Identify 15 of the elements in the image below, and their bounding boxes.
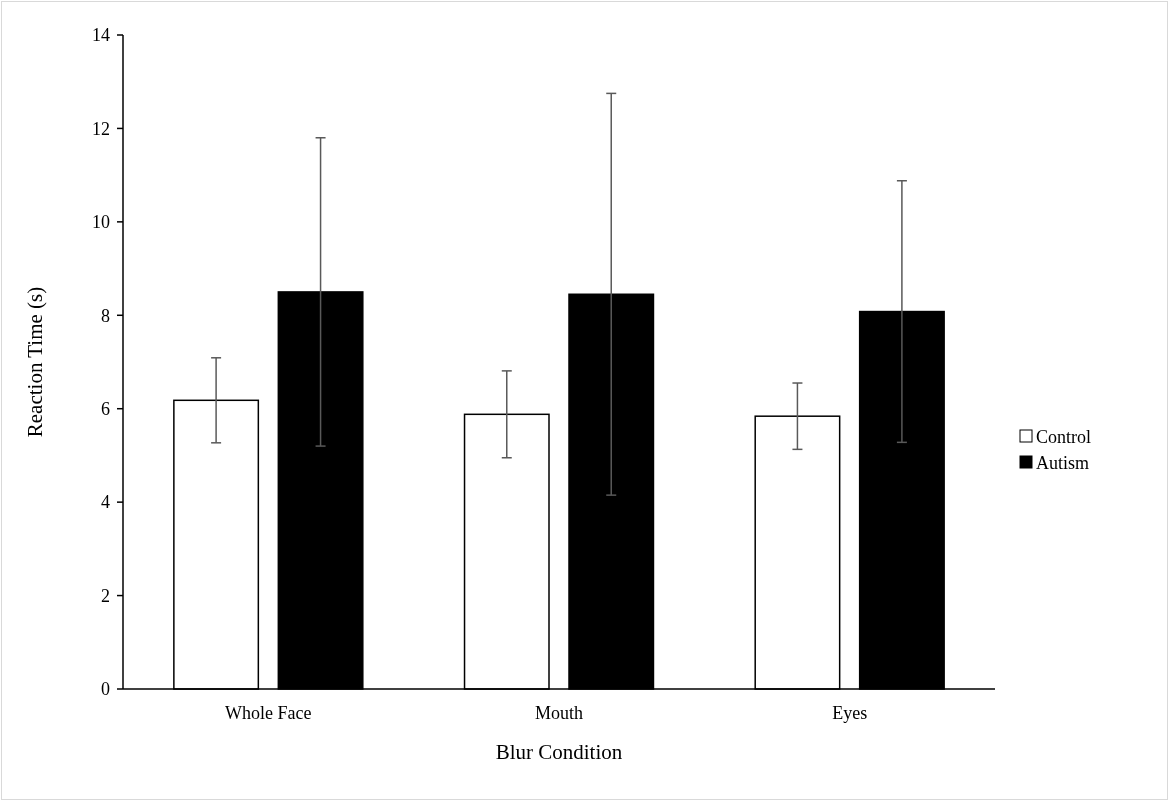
y-tick-label: 6 bbox=[101, 399, 110, 420]
x-tick-label: Whole Face bbox=[225, 703, 312, 723]
x-tick-label: Mouth bbox=[534, 703, 584, 723]
legend-label: Autism bbox=[1036, 453, 1090, 474]
x-tick-label: Eyes bbox=[832, 703, 868, 723]
y-tick-label: 4 bbox=[101, 492, 110, 513]
y-tick-label: 2 bbox=[101, 585, 110, 606]
y-axis-title: Reaction Time (s) bbox=[23, 286, 47, 438]
y-tick-label: 0 bbox=[101, 679, 110, 700]
x-axis-title: Blur Condition bbox=[495, 740, 623, 764]
y-tick-label: 14 bbox=[92, 25, 110, 46]
y-tick-label: 8 bbox=[101, 305, 110, 326]
y-tick-label: 10 bbox=[92, 212, 110, 233]
legend-label: Control bbox=[1036, 427, 1092, 448]
y-tick-label: 12 bbox=[92, 118, 110, 139]
